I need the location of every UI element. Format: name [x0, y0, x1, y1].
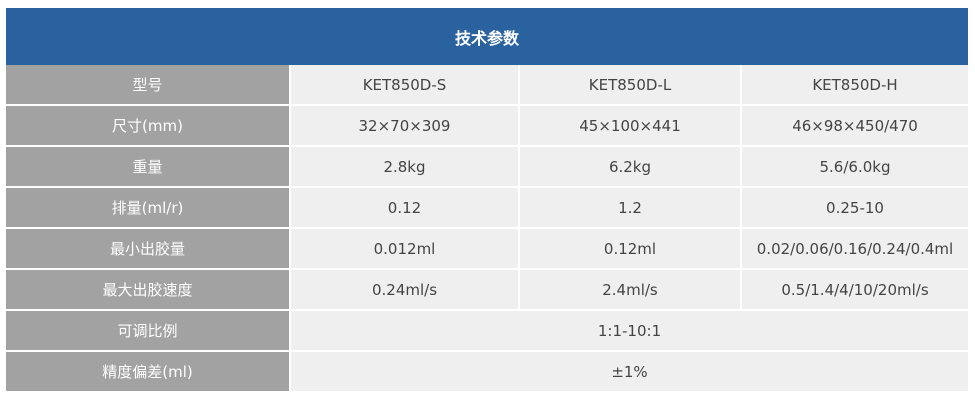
cell: 0.12: [289, 186, 520, 229]
cell: KET850D-L: [518, 65, 742, 106]
row-label: 重量: [6, 145, 291, 188]
cell: KET850D-S: [289, 65, 520, 106]
table-row: 精度偏差(ml) ±1%: [6, 350, 968, 393]
table-row: 重量 2.8kg 6.2kg 5.6/6.0kg: [6, 145, 968, 188]
cell: 46×98×450/470: [740, 104, 968, 147]
cell: ±1%: [289, 350, 968, 393]
cell: 32×70×309: [289, 104, 520, 147]
table-row: 型号 KET850D-S KET850D-L KET850D-H: [6, 65, 968, 106]
table-row: 最大出胶速度 0.24ml/s 2.4ml/s 0.5/1.4/4/10/20ml/s: [6, 268, 968, 311]
cell: 5.6/6.0kg: [740, 145, 968, 188]
table-row: 最小出胶量 0.012ml 0.12ml 0.02/0.06/0.16/0.24/0.…: [6, 227, 968, 270]
table-row: 可调比例 1:1-10:1: [6, 309, 968, 352]
row-label: 最大出胶速度: [6, 268, 291, 311]
table-row: 尺寸(mm) 32×70×309 45×100×441 46×98×450/470: [6, 104, 968, 147]
cell: 1:1-10:1: [289, 309, 968, 352]
row-label: 排量(ml/r): [6, 186, 291, 229]
cell: 6.2kg: [518, 145, 742, 188]
cell: 2.4ml/s: [518, 268, 742, 311]
cell: 0.012ml: [289, 227, 520, 270]
cell: 0.02/0.06/0.16/0.24/0.4ml: [740, 227, 968, 270]
cell: 2.8kg: [289, 145, 520, 188]
cell: 0.12ml: [518, 227, 742, 270]
row-label: 最小出胶量: [6, 227, 291, 270]
row-label: 精度偏差(ml): [6, 350, 291, 393]
cell: 1.2: [518, 186, 742, 229]
spec-table: 技术参数 型号 KET850D-S KET850D-L KET850D-H 尺寸(mm)…: [6, 8, 968, 393]
row-label: 可调比例: [6, 309, 291, 352]
table-body: 型号 KET850D-S KET850D-L KET850D-H 尺寸(mm) 32×70…: [6, 65, 968, 393]
table-row: 排量(ml/r) 0.12 1.2 0.25-10: [6, 186, 968, 229]
cell: KET850D-H: [740, 65, 968, 106]
cell: 0.5/1.4/4/10/20ml/s: [740, 268, 968, 311]
row-label: 尺寸(mm): [6, 104, 291, 147]
cell: 45×100×441: [518, 104, 742, 147]
row-label: 型号: [6, 65, 291, 106]
cell: 0.25-10: [740, 186, 968, 229]
cell: 0.24ml/s: [289, 268, 520, 311]
table-title: 技术参数: [6, 8, 968, 65]
